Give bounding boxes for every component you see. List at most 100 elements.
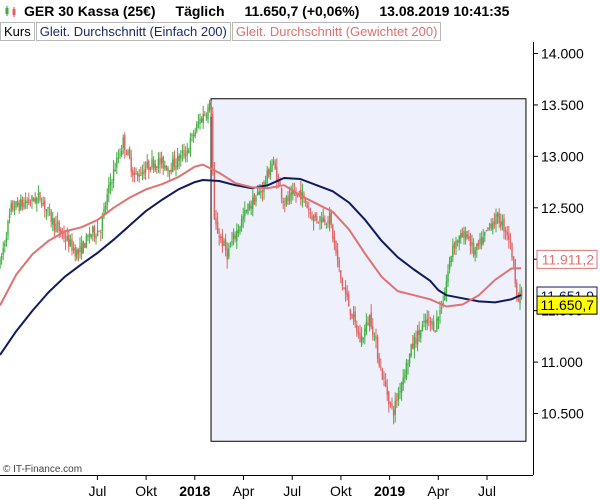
candle bbox=[12, 201, 14, 210]
candle bbox=[197, 122, 200, 124]
candle bbox=[434, 330, 436, 332]
candle bbox=[389, 402, 392, 404]
candle bbox=[56, 221, 59, 224]
candle bbox=[485, 230, 488, 232]
candle bbox=[439, 309, 441, 315]
candle bbox=[436, 318, 438, 331]
candle bbox=[288, 194, 291, 202]
candle bbox=[114, 170, 116, 172]
candle bbox=[416, 330, 419, 345]
candle bbox=[31, 195, 33, 202]
candle bbox=[13, 209, 16, 211]
candle bbox=[394, 400, 396, 415]
candle bbox=[229, 245, 232, 248]
candle bbox=[213, 168, 216, 219]
candle bbox=[218, 236, 220, 238]
candle bbox=[320, 218, 323, 223]
candle bbox=[180, 154, 182, 159]
candle bbox=[216, 221, 219, 234]
candle bbox=[372, 326, 374, 335]
candle bbox=[479, 238, 481, 244]
candle bbox=[88, 232, 91, 237]
candle bbox=[476, 243, 478, 251]
chart-header: GER 30 Kassa (25€) Täglich 11.650,7 (+0,… bbox=[0, 0, 600, 22]
x-tick-label: Jul bbox=[283, 483, 301, 499]
candle bbox=[354, 311, 356, 323]
candle bbox=[285, 196, 288, 205]
candle bbox=[68, 234, 70, 248]
legend-item-wma-200[interactable]: Gleit. Durchschnitt (Gewichtet 200) bbox=[231, 22, 442, 41]
candle bbox=[221, 236, 224, 247]
candle bbox=[506, 232, 508, 235]
candle bbox=[384, 381, 387, 386]
x-tick-label: Jul bbox=[478, 483, 496, 499]
candle bbox=[452, 245, 454, 257]
candle bbox=[181, 151, 184, 153]
candle bbox=[319, 216, 321, 222]
candle bbox=[2, 247, 4, 255]
candle bbox=[290, 192, 292, 196]
candle bbox=[164, 165, 166, 168]
candle bbox=[122, 137, 124, 148]
candle bbox=[20, 199, 22, 210]
candle bbox=[37, 193, 40, 196]
candle bbox=[341, 278, 344, 286]
candle bbox=[255, 197, 257, 202]
candle bbox=[224, 239, 227, 250]
wma-200-line bbox=[0, 163, 522, 308]
candle bbox=[186, 150, 188, 155]
candle bbox=[208, 102, 211, 110]
candle bbox=[16, 201, 19, 206]
candle bbox=[359, 332, 361, 343]
candle bbox=[364, 328, 366, 337]
candle bbox=[346, 292, 348, 297]
candle bbox=[272, 160, 275, 164]
candle bbox=[304, 199, 307, 204]
candle bbox=[423, 320, 425, 323]
selection-range bbox=[210, 98, 527, 442]
candle bbox=[397, 392, 400, 400]
candle bbox=[343, 287, 345, 290]
candle bbox=[66, 235, 68, 240]
candle bbox=[303, 194, 305, 197]
candle bbox=[168, 170, 171, 172]
candle bbox=[95, 236, 97, 239]
candle bbox=[58, 222, 60, 232]
candle bbox=[404, 375, 406, 377]
y-tick-label: 13.000 bbox=[541, 148, 584, 164]
candle bbox=[495, 214, 497, 225]
candle bbox=[199, 118, 201, 124]
candle bbox=[266, 170, 268, 183]
candle bbox=[8, 214, 11, 219]
interval-label[interactable]: Täglich bbox=[175, 3, 225, 19]
legend-item-kurs[interactable]: Kurs bbox=[0, 22, 35, 41]
candle bbox=[450, 255, 452, 262]
candle bbox=[252, 197, 254, 210]
y-tick-label: 13.500 bbox=[541, 97, 584, 113]
candle bbox=[325, 223, 328, 225]
candle bbox=[328, 213, 331, 225]
candle bbox=[236, 230, 238, 242]
candle bbox=[226, 248, 228, 260]
y-tick-label: 10.500 bbox=[541, 406, 584, 422]
candle bbox=[460, 233, 462, 239]
candle bbox=[503, 218, 505, 232]
candle bbox=[117, 157, 120, 159]
candle bbox=[388, 391, 390, 405]
candle bbox=[7, 220, 9, 236]
candle bbox=[0, 259, 1, 268]
candle bbox=[250, 206, 252, 208]
candle bbox=[210, 105, 212, 115]
candle bbox=[188, 149, 190, 154]
candle bbox=[496, 212, 499, 217]
candle bbox=[127, 150, 129, 154]
candle bbox=[490, 223, 492, 229]
candle bbox=[420, 330, 422, 339]
candle bbox=[93, 226, 96, 237]
candle bbox=[85, 235, 88, 248]
candle bbox=[493, 221, 496, 225]
candle bbox=[468, 236, 470, 239]
legend-item-sma-200[interactable]: Gleit. Durchschnitt (Einfach 200) bbox=[35, 22, 231, 41]
candle bbox=[92, 226, 94, 233]
